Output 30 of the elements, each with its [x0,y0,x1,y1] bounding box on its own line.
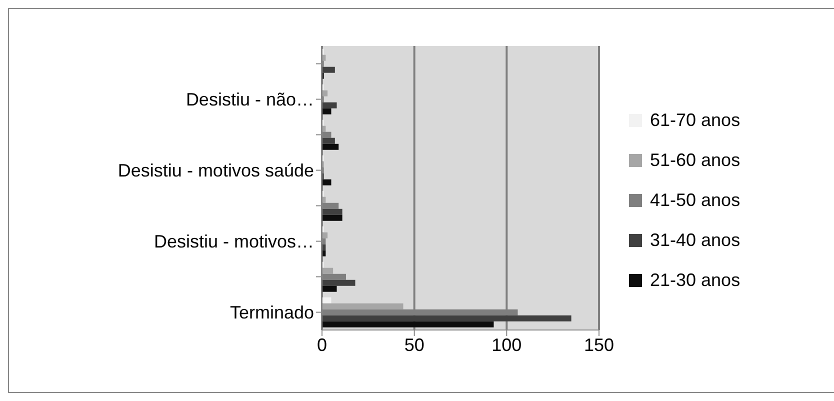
bar [322,138,335,144]
bar [322,144,339,150]
bar [322,268,334,274]
x-tick-label: 50 [404,334,424,355]
y-tick-label: Desistiu - motivos saúde [118,160,314,181]
x-tick-label: 100 [492,334,522,355]
bar [322,280,356,286]
bar [322,208,342,215]
y-tick-label: Terminado [230,302,314,323]
bar [322,315,572,322]
bar [322,90,328,96]
bar [322,214,342,221]
bar [322,232,328,238]
legend-label: 61-70 anos [650,110,740,131]
x-tick-label: 0 [316,334,328,355]
bar [322,179,332,186]
legend-label: 41-50 anos [650,190,740,211]
bar [322,286,337,292]
y-tick-label: Desistiu - motivos… [154,232,314,252]
y-tick-label: Desistiu - não… [186,90,314,110]
bar [322,297,332,304]
bar [322,303,404,310]
x-tick-label: 150 [584,334,614,355]
bar [322,102,337,108]
legend-label: 51-60 anos [650,150,740,171]
bar [322,108,332,114]
bar [322,321,494,328]
legend-label: 21-30 anos [650,270,740,291]
bar [322,66,335,73]
legend-label: 31-40 anos [650,230,740,251]
